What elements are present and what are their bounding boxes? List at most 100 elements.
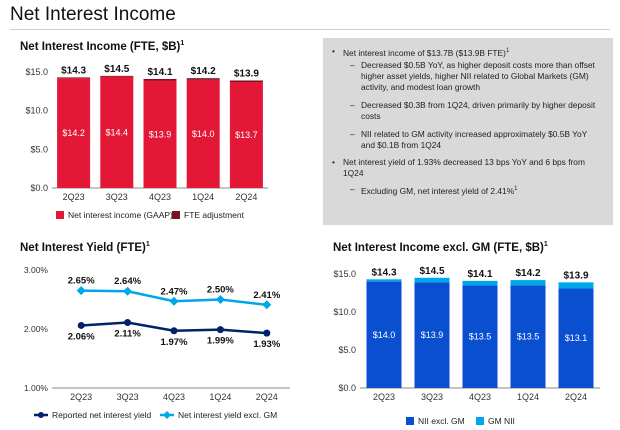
bar-segment [510, 280, 546, 286]
data-label: 1.93% [253, 339, 280, 350]
y-tick-label: $10.0 [25, 106, 48, 116]
bar-total-label: $14.1 [467, 269, 492, 280]
bar-segment [462, 285, 498, 388]
legend-swatch [172, 211, 180, 219]
data-point [262, 300, 272, 310]
data-point [216, 326, 224, 334]
bar-total-label: $13.9 [563, 270, 588, 281]
bar-value-label: $14.4 [106, 127, 129, 137]
x-tick-label: 1Q24 [517, 392, 539, 402]
y-tick-label: $15.0 [333, 269, 356, 279]
x-tick-label: 2Q23 [63, 192, 85, 202]
x-tick-label: 3Q23 [106, 192, 128, 202]
bar-total-label: $14.2 [515, 268, 540, 279]
bar-segment [366, 281, 402, 388]
legend-swatch [406, 417, 414, 425]
summary-sub-bullet: NII related to GM activity increased app… [350, 129, 601, 151]
data-label: 2.11% [114, 329, 141, 340]
data-label: 2.47% [161, 286, 188, 297]
bar-value-label: $14.0 [373, 330, 396, 340]
summary-sub-bullet: Decreased $0.3B from 1Q24, driven primar… [350, 100, 601, 122]
y-tick-label: $15.0 [25, 67, 48, 77]
y-tick-label: $0.0 [30, 183, 48, 193]
data-label: 2.50% [207, 285, 234, 296]
x-tick-label: 3Q23 [117, 392, 139, 402]
x-tick-label: 4Q23 [163, 392, 185, 402]
data-point [124, 319, 132, 327]
bar-segment [143, 78, 177, 81]
legend-label: Reported net interest yield [52, 410, 151, 420]
x-tick-label: 2Q23 [373, 392, 395, 402]
bar-segment [366, 279, 402, 282]
bar-total-label: $13.9 [234, 69, 259, 80]
summary-bullet: Net interest income of $13.7B ($13.9B FT… [332, 46, 603, 59]
nii-bar-chart: $0.0 $5.0 $10.0 $15.0 $14.2 $14.3 2Q23 $14.4 $14… [25, 64, 268, 220]
bar-segment [229, 82, 263, 188]
summary-panel: Net interest income of $13.7B ($13.9B FT… [323, 38, 613, 225]
legend-label: Net interest yield excl. GM [178, 410, 277, 420]
bar-value-label: $13.5 [517, 332, 540, 342]
bar-total-label: $14.5 [419, 266, 444, 277]
bar-segment [143, 80, 177, 188]
y-tick-label: $5.0 [30, 144, 48, 154]
data-point [169, 296, 179, 306]
bar-segment [100, 75, 134, 77]
bar-segment [186, 78, 220, 80]
legend-marker [38, 412, 44, 418]
data-label: 2.06% [68, 331, 95, 342]
bar-segment [57, 78, 91, 188]
bar-segment [462, 280, 498, 286]
y-tick-label: 2.00% [24, 324, 49, 334]
data-point [263, 329, 271, 337]
y-tick-label: 3.00% [24, 265, 49, 275]
bar-value-label: $13.9 [421, 330, 444, 340]
x-tick-label: 1Q24 [192, 192, 214, 202]
data-label: 2.65% [68, 276, 95, 287]
bar-segment [414, 277, 450, 283]
x-tick-label: 2Q24 [256, 392, 278, 402]
bar-value-label: $13.9 [149, 129, 172, 139]
summary-bullet: Net interest yield of 1.93% decreased 13… [332, 157, 603, 179]
bar-segment [57, 77, 91, 79]
yield-line-chart: 1.00% 2.00% 3.00% 2Q23 3Q23 4Q23 1Q24 2Q24 2.06%… [24, 265, 290, 420]
yield-chart-title: Net Interest Yield (FTE)1 [20, 241, 150, 254]
data-point [123, 286, 133, 296]
title-divider [10, 29, 610, 30]
x-tick-label: 2Q24 [235, 192, 257, 202]
x-tick-label: 1Q24 [209, 392, 231, 402]
data-label: 1.97% [161, 337, 188, 348]
x-tick-label: 4Q23 [149, 192, 171, 202]
bar-segment [100, 76, 134, 188]
legend-label: GM NII [488, 416, 515, 426]
legend-label: Net interest income (GAAP) [68, 210, 173, 220]
data-label: 1.99% [207, 336, 234, 347]
nii-excl-gm-chart-title: Net Interest Income excl. GM (FTE, $B)1 [333, 241, 548, 254]
bar-value-label: $14.2 [62, 128, 85, 138]
nii-excl-gm-bar-chart: $0.0 $5.0 $10.0 $15.0 $14.0 $14.3 2Q23 $13.9 $14… [333, 266, 600, 426]
bar-segment [229, 80, 263, 83]
y-tick-label: $5.0 [338, 345, 356, 355]
summary-sub-bullet: Excluding GM, net interest yield of 2.41… [350, 184, 601, 197]
bar-segment [414, 282, 450, 388]
x-tick-label: 4Q23 [469, 392, 491, 402]
page-title: Net Interest Income [10, 4, 176, 25]
legend-marker [163, 411, 171, 419]
y-tick-label: $10.0 [333, 307, 356, 317]
data-point [77, 321, 85, 329]
legend-label: FTE adjustment [184, 210, 245, 220]
bar-value-label: $14.0 [192, 129, 215, 139]
bar-segment [186, 79, 220, 188]
legend-swatch [56, 211, 64, 219]
data-label: 2.41% [253, 290, 280, 301]
bar-total-label: $14.2 [191, 66, 216, 77]
bar-segment [510, 285, 546, 388]
bar-value-label: $13.5 [469, 332, 492, 342]
legend-swatch [476, 417, 484, 425]
nii-chart-title: Net Interest Income (FTE, $B)1 [20, 40, 185, 53]
data-label: 2.64% [114, 276, 141, 287]
bar-total-label: $14.3 [61, 65, 86, 76]
bar-segment [558, 282, 594, 289]
bar-value-label: $13.1 [565, 333, 588, 343]
bar-total-label: $14.5 [104, 64, 129, 75]
data-point [170, 327, 178, 335]
